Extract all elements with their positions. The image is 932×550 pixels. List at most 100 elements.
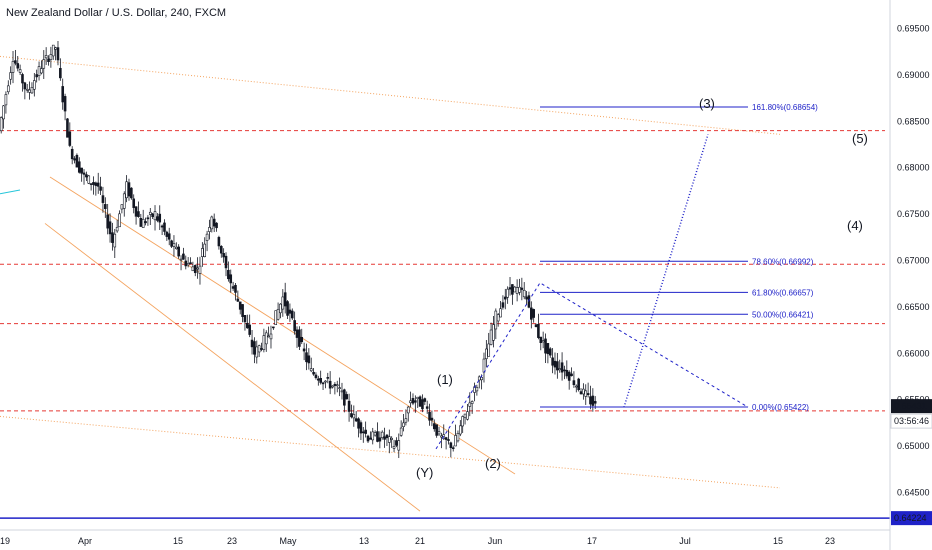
candle-body (170, 240, 173, 247)
candle-body (421, 399, 424, 410)
candle-body (345, 394, 349, 400)
candle-body (210, 216, 214, 230)
candle-body (25, 88, 29, 91)
price-tick-label: 0.67000 (897, 256, 930, 266)
candle-body (177, 246, 180, 257)
wave-label-w4: (4) (847, 218, 863, 233)
candle-body (579, 391, 583, 395)
fib-extension[interactable]: 161.80%(0.68654) 78.60%(0.66992) 61.80%(0.… (435, 103, 818, 450)
candle-body (127, 182, 131, 197)
candle-body (61, 86, 65, 103)
candle-body (589, 396, 592, 405)
countdown-tag (890, 413, 932, 429)
candle-body (449, 442, 453, 448)
candle-body (208, 227, 211, 232)
cyan-segment (0, 189, 21, 195)
candle-body (437, 431, 441, 435)
candle-body (430, 417, 434, 421)
candle-body (6, 85, 10, 93)
resistance-levels (0, 130, 890, 519)
candle-body (80, 167, 83, 174)
current-price-label: 0.65431 (894, 401, 927, 411)
candle-body (68, 131, 72, 146)
candle-body (134, 206, 138, 217)
wave-label-w1: (1) (437, 372, 453, 387)
candle-body (340, 390, 344, 393)
candle-body (395, 440, 398, 446)
candle-body (423, 398, 427, 402)
candle-body (198, 265, 202, 274)
candle-body (234, 284, 237, 293)
candle-body (108, 221, 112, 235)
candle-body (290, 310, 294, 319)
candle-body (506, 288, 509, 298)
candle-body (352, 414, 356, 419)
candle-body (369, 437, 372, 440)
candle-body (501, 302, 505, 308)
candle-body (335, 384, 339, 387)
candle-body (243, 315, 247, 323)
candle-body (113, 233, 117, 248)
candle-body (350, 413, 353, 418)
candle-body (184, 260, 188, 267)
candle-body (82, 172, 86, 175)
time-tick-label: 23 (825, 536, 835, 546)
candle-body (487, 343, 491, 357)
price-tick-label: 0.66500 (897, 302, 930, 312)
candle-body (40, 68, 43, 74)
candle-body (553, 360, 557, 368)
candle-body (466, 411, 469, 420)
candle-body (33, 80, 36, 90)
candle-body (475, 386, 479, 392)
candle-body (21, 74, 24, 84)
candle-body (456, 432, 460, 442)
candle-body (92, 182, 95, 185)
candle-body (227, 269, 230, 280)
price-tick-label: 0.65000 (897, 441, 930, 451)
price-candles (0, 41, 597, 459)
candle-body (2, 105, 5, 120)
time-axis: 19 Apr 15 23 May 13 21 Jun 17 Jul 15 23 (0, 529, 890, 546)
candle-body (182, 253, 185, 260)
candle-body (319, 378, 322, 383)
time-tick-label: 15 (773, 536, 783, 546)
candle-body (246, 322, 249, 329)
low-price-label: 0.64224 (894, 513, 927, 523)
candle-body (165, 231, 169, 237)
wave-label-w2: (2) (485, 456, 501, 471)
candle-body (331, 385, 334, 388)
candle-body (525, 296, 528, 300)
time-tick-label: 15 (173, 536, 183, 546)
candle-body (59, 68, 62, 79)
candle-body (565, 370, 569, 377)
candle-body (196, 267, 199, 270)
time-tick-label: 19 (0, 536, 10, 546)
candle-body (104, 204, 107, 209)
time-tick-label: Jul (679, 536, 691, 546)
candle-body (584, 390, 588, 397)
candle-body (295, 329, 299, 338)
candle-body (9, 72, 12, 80)
candle-body (96, 182, 100, 187)
candle-body (250, 339, 254, 348)
candle-body (276, 308, 280, 320)
candle-body (515, 287, 519, 294)
candle-body (139, 217, 143, 227)
candle-body (556, 361, 559, 371)
candle-body (539, 336, 543, 343)
candle-body (70, 148, 74, 160)
candle-body (574, 385, 578, 388)
candle-body (432, 423, 436, 430)
candle-body (298, 329, 301, 347)
candle-body (153, 211, 157, 221)
time-tick-label: Jun (488, 536, 503, 546)
price-axis: 0.69500 0.69000 0.68500 0.68000 0.67500 0.670… (889, 0, 932, 550)
candle-body (499, 308, 502, 318)
candle-body (212, 218, 216, 227)
candle-body (482, 358, 486, 373)
candle-body (328, 380, 332, 389)
candle-body (480, 376, 483, 381)
candle-body (520, 287, 524, 290)
candle-body (148, 211, 152, 215)
